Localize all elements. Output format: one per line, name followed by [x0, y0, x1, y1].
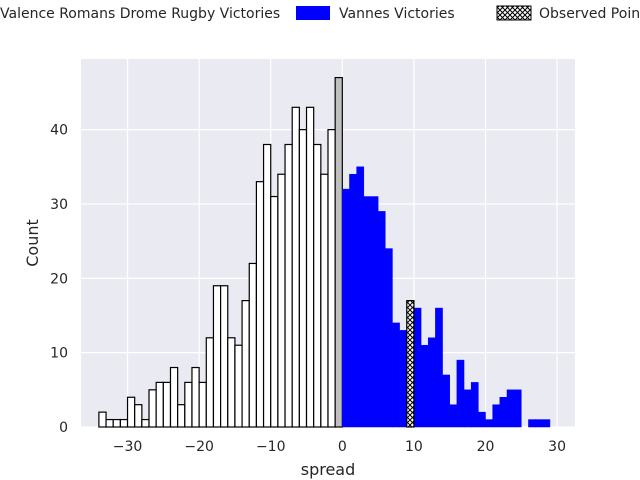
- histogram-bar: [377, 211, 386, 428]
- histogram-bar: [191, 366, 200, 428]
- histogram-bar: [485, 419, 493, 428]
- histogram-bar: [234, 344, 243, 428]
- histogram-bar: [155, 381, 164, 428]
- x-tick-label: 20: [477, 439, 495, 455]
- histogram-bar: [342, 188, 350, 428]
- histogram-bar: [478, 411, 486, 428]
- histogram-bar: [198, 381, 207, 428]
- histogram-bar: [513, 389, 522, 428]
- histogram-bar: [119, 418, 129, 428]
- histogram-bar: [435, 307, 443, 428]
- x-tick-label: −10: [256, 439, 286, 455]
- legend-label-observed: Observed Point Spread: [539, 6, 640, 22]
- y-tick-label: 40: [50, 123, 68, 139]
- legend: Valence Romans Drome Rugby Victories Van…: [0, 5, 640, 22]
- histogram-bar: [492, 404, 501, 428]
- histogram-bar: [370, 196, 379, 428]
- x-axis-label: spread: [301, 460, 356, 479]
- histogram-bar: [413, 307, 422, 428]
- x-tick-label: 0: [338, 439, 347, 455]
- histogram-bar: [212, 285, 222, 428]
- histogram-bar: [291, 106, 300, 428]
- histogram-bar: [305, 106, 315, 428]
- histogram-bar: [535, 419, 544, 428]
- histogram-bar: [255, 181, 265, 428]
- histogram-bar: [356, 166, 365, 428]
- histogram-bar: [542, 419, 551, 428]
- histogram-bar: [399, 330, 408, 428]
- histogram-bar: [98, 411, 107, 428]
- legend-label-valence: Valence Romans Drome Rugby Victories: [0, 6, 280, 22]
- histogram-bar: [141, 418, 150, 428]
- histogram-bar: [262, 143, 272, 428]
- histogram-bar: [205, 337, 215, 428]
- histogram-bar: [270, 195, 279, 428]
- legend-swatch-vannes: [296, 6, 330, 20]
- histogram-bar: [420, 344, 429, 428]
- x-tick-labels: −30 −20 −10 0 10 20 30: [113, 439, 566, 455]
- histogram-bar: [506, 389, 515, 428]
- histogram-bar: [334, 76, 343, 428]
- histogram-bar: [126, 396, 136, 428]
- histogram-bar: [177, 404, 186, 428]
- histogram-bar: [112, 418, 121, 428]
- histogram-bar: [248, 262, 258, 428]
- histogram-bar: [277, 173, 286, 428]
- x-tick-label: 30: [548, 439, 566, 455]
- histogram-bar: [392, 322, 400, 428]
- histogram-bar: [349, 173, 357, 428]
- y-tick-labels: 0 10 20 30 40: [50, 123, 68, 436]
- histogram-bar: [313, 143, 322, 428]
- histogram-bar: [184, 381, 193, 428]
- y-tick-label: 20: [50, 271, 68, 287]
- histogram-bar: [463, 389, 472, 428]
- histogram-bar: [327, 129, 336, 428]
- histogram-bar: [320, 173, 329, 428]
- histogram-bar: [449, 404, 458, 428]
- histogram-bar: [148, 389, 157, 428]
- x-tick-label: 10: [405, 439, 423, 455]
- histogram-bar: [442, 374, 450, 428]
- y-tick-label: 30: [50, 197, 68, 213]
- legend-label-vannes: Vannes Victories: [339, 6, 455, 22]
- histogram-bar: [105, 418, 114, 428]
- histogram-bar: [499, 397, 508, 428]
- histogram-bar: [385, 248, 393, 428]
- histogram-bar: [169, 366, 179, 428]
- histogram-bar: [456, 359, 465, 428]
- histogram-bar: [427, 337, 436, 428]
- histogram-bar: [134, 404, 143, 428]
- histogram-bar: [528, 419, 536, 428]
- y-tick-label: 10: [50, 346, 68, 362]
- x-tick-label: −20: [184, 439, 214, 455]
- histogram-bar: [284, 143, 293, 428]
- legend-swatch-observed: [496, 5, 532, 21]
- histogram-bar: [227, 337, 236, 428]
- histogram-bar: [241, 300, 250, 428]
- x-tick-label: −30: [113, 439, 143, 455]
- histogram-bar: [162, 381, 172, 428]
- histogram-bar: [363, 196, 372, 428]
- histogram-bar: [220, 285, 229, 428]
- y-axis-label: Count: [23, 219, 42, 267]
- histogram-bars: [98, 76, 551, 428]
- histogram-bar: [406, 300, 415, 428]
- histogram-bar: [470, 382, 479, 428]
- histogram-bar: [298, 129, 308, 428]
- y-tick-label: 0: [59, 420, 68, 436]
